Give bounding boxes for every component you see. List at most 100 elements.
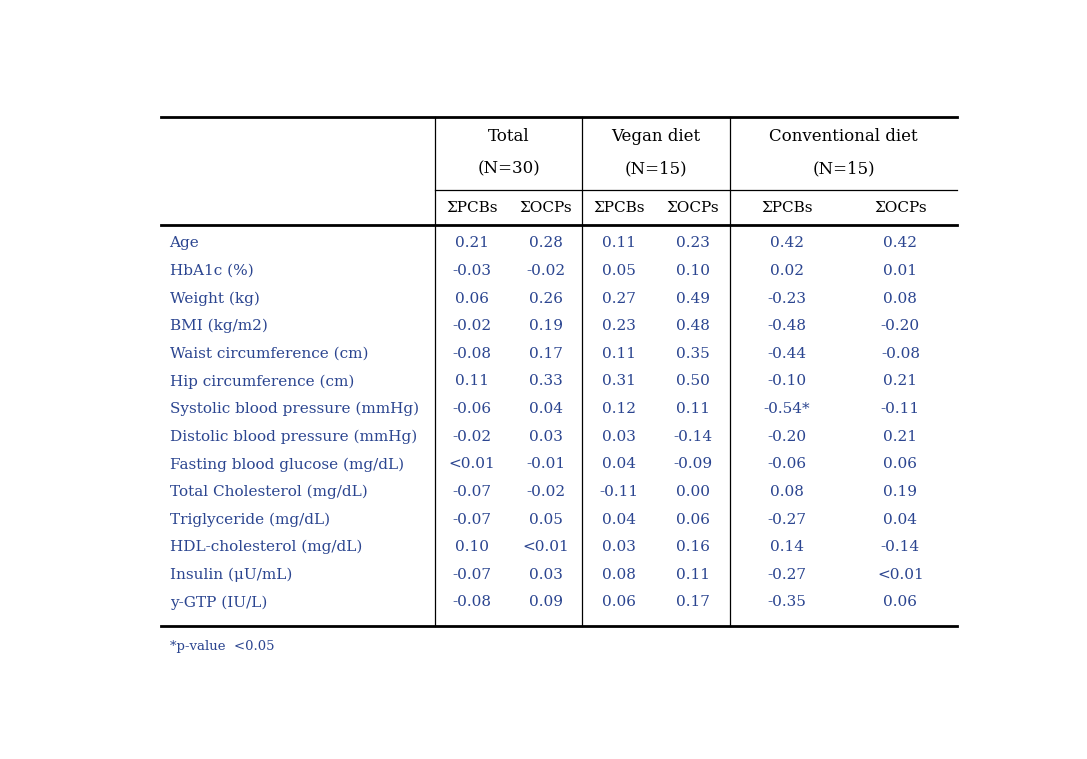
Text: -0.23: -0.23 — [767, 291, 807, 306]
Text: 0.21: 0.21 — [884, 374, 917, 389]
Text: 0.26: 0.26 — [528, 291, 562, 306]
Text: Weight (kg): Weight (kg) — [170, 291, 260, 306]
Text: -0.03: -0.03 — [452, 264, 491, 278]
Text: *p-value  <0.05: *p-value <0.05 — [170, 640, 274, 653]
Text: -0.07: -0.07 — [452, 512, 491, 527]
Text: Hip circumference (cm): Hip circumference (cm) — [170, 374, 354, 389]
Text: y-GTP (IU/L): y-GTP (IU/L) — [170, 595, 267, 609]
Text: 0.03: 0.03 — [528, 568, 562, 581]
Text: (N=30): (N=30) — [477, 160, 540, 177]
Text: 0.31: 0.31 — [602, 374, 636, 389]
Text: Insulin (μU/mL): Insulin (μU/mL) — [170, 568, 292, 582]
Text: Total Cholesterol (mg/dL): Total Cholesterol (mg/dL) — [170, 485, 367, 499]
Text: -0.54*: -0.54* — [763, 402, 810, 416]
Text: <0.01: <0.01 — [449, 458, 496, 471]
Text: 0.04: 0.04 — [884, 512, 917, 527]
Text: 0.28: 0.28 — [528, 237, 562, 250]
Text: 0.19: 0.19 — [884, 485, 917, 499]
Text: -0.08: -0.08 — [452, 347, 491, 361]
Text: -0.07: -0.07 — [452, 568, 491, 581]
Text: -0.02: -0.02 — [452, 320, 491, 333]
Text: ΣPCBs: ΣPCBs — [446, 201, 498, 215]
Text: -0.08: -0.08 — [880, 347, 920, 361]
Text: 0.02: 0.02 — [770, 264, 803, 278]
Text: -0.02: -0.02 — [526, 485, 565, 499]
Text: ΣOCPs: ΣOCPs — [666, 201, 720, 215]
Text: 0.17: 0.17 — [528, 347, 562, 361]
Text: -0.27: -0.27 — [767, 512, 807, 527]
Text: 0.05: 0.05 — [528, 512, 562, 527]
Text: 0.48: 0.48 — [676, 320, 710, 333]
Text: -0.44: -0.44 — [767, 347, 807, 361]
Text: 0.23: 0.23 — [602, 320, 636, 333]
Text: Fasting blood glucose (mg/dL): Fasting blood glucose (mg/dL) — [170, 457, 403, 471]
Text: 0.04: 0.04 — [602, 458, 636, 471]
Text: 0.27: 0.27 — [602, 291, 636, 306]
Text: 0.05: 0.05 — [602, 264, 636, 278]
Text: 0.08: 0.08 — [602, 568, 636, 581]
Text: -0.20: -0.20 — [767, 430, 807, 444]
Text: 0.03: 0.03 — [602, 430, 636, 444]
Text: Distolic blood pressure (mmHg): Distolic blood pressure (mmHg) — [170, 430, 416, 444]
Text: 0.35: 0.35 — [676, 347, 710, 361]
Text: -0.14: -0.14 — [880, 540, 920, 554]
Text: 0.06: 0.06 — [884, 595, 917, 609]
Text: <0.01: <0.01 — [522, 540, 569, 554]
Text: Age: Age — [170, 237, 199, 250]
Text: 0.08: 0.08 — [770, 485, 803, 499]
Text: 0.12: 0.12 — [602, 402, 636, 416]
Text: 0.06: 0.06 — [602, 595, 636, 609]
Text: -0.48: -0.48 — [767, 320, 807, 333]
Text: Total: Total — [488, 128, 529, 145]
Text: -0.02: -0.02 — [452, 430, 491, 444]
Text: -0.08: -0.08 — [452, 595, 491, 609]
Text: ΣPCBs: ΣPCBs — [761, 201, 812, 215]
Text: 0.01: 0.01 — [884, 264, 917, 278]
Text: ΣPCBs: ΣPCBs — [594, 201, 645, 215]
Text: (N=15): (N=15) — [812, 160, 875, 177]
Text: 0.10: 0.10 — [676, 264, 710, 278]
Text: 0.33: 0.33 — [528, 374, 562, 389]
Text: Systolic blood pressure (mmHg): Systolic blood pressure (mmHg) — [170, 402, 418, 416]
Text: 0.00: 0.00 — [676, 485, 710, 499]
Text: -0.20: -0.20 — [880, 320, 920, 333]
Text: 0.03: 0.03 — [528, 430, 562, 444]
Text: -0.01: -0.01 — [526, 458, 565, 471]
Text: -0.06: -0.06 — [767, 458, 807, 471]
Text: HDL-cholesterol (mg/dL): HDL-cholesterol (mg/dL) — [170, 540, 362, 554]
Text: 0.21: 0.21 — [454, 237, 489, 250]
Text: 0.11: 0.11 — [676, 402, 710, 416]
Text: 0.03: 0.03 — [602, 540, 636, 554]
Text: -0.14: -0.14 — [673, 430, 712, 444]
Text: -0.02: -0.02 — [526, 264, 565, 278]
Text: -0.27: -0.27 — [767, 568, 807, 581]
Text: 0.23: 0.23 — [676, 237, 710, 250]
Text: 0.10: 0.10 — [454, 540, 489, 554]
Text: 0.11: 0.11 — [676, 568, 710, 581]
Text: 0.06: 0.06 — [676, 512, 710, 527]
Text: Vegan diet: Vegan diet — [612, 128, 701, 145]
Text: 0.09: 0.09 — [528, 595, 562, 609]
Text: -0.35: -0.35 — [767, 595, 807, 609]
Text: -0.11: -0.11 — [880, 402, 920, 416]
Text: 0.17: 0.17 — [676, 595, 710, 609]
Text: Waist circumference (cm): Waist circumference (cm) — [170, 347, 368, 361]
Text: 0.06: 0.06 — [884, 458, 917, 471]
Text: 0.11: 0.11 — [454, 374, 489, 389]
Text: 0.42: 0.42 — [770, 237, 803, 250]
Text: 0.08: 0.08 — [884, 291, 917, 306]
Text: 0.06: 0.06 — [454, 291, 489, 306]
Text: 0.50: 0.50 — [676, 374, 710, 389]
Text: ΣOCPs: ΣOCPs — [520, 201, 572, 215]
Text: BMI (kg/m2): BMI (kg/m2) — [170, 319, 267, 333]
Text: 0.14: 0.14 — [770, 540, 803, 554]
Text: 0.04: 0.04 — [602, 512, 636, 527]
Text: 0.16: 0.16 — [676, 540, 710, 554]
Text: 0.11: 0.11 — [602, 237, 636, 250]
Text: 0.42: 0.42 — [884, 237, 917, 250]
Text: 0.19: 0.19 — [528, 320, 562, 333]
Text: ΣOCPs: ΣOCPs — [874, 201, 927, 215]
Text: -0.09: -0.09 — [673, 458, 712, 471]
Text: <0.01: <0.01 — [877, 568, 924, 581]
Text: -0.06: -0.06 — [452, 402, 491, 416]
